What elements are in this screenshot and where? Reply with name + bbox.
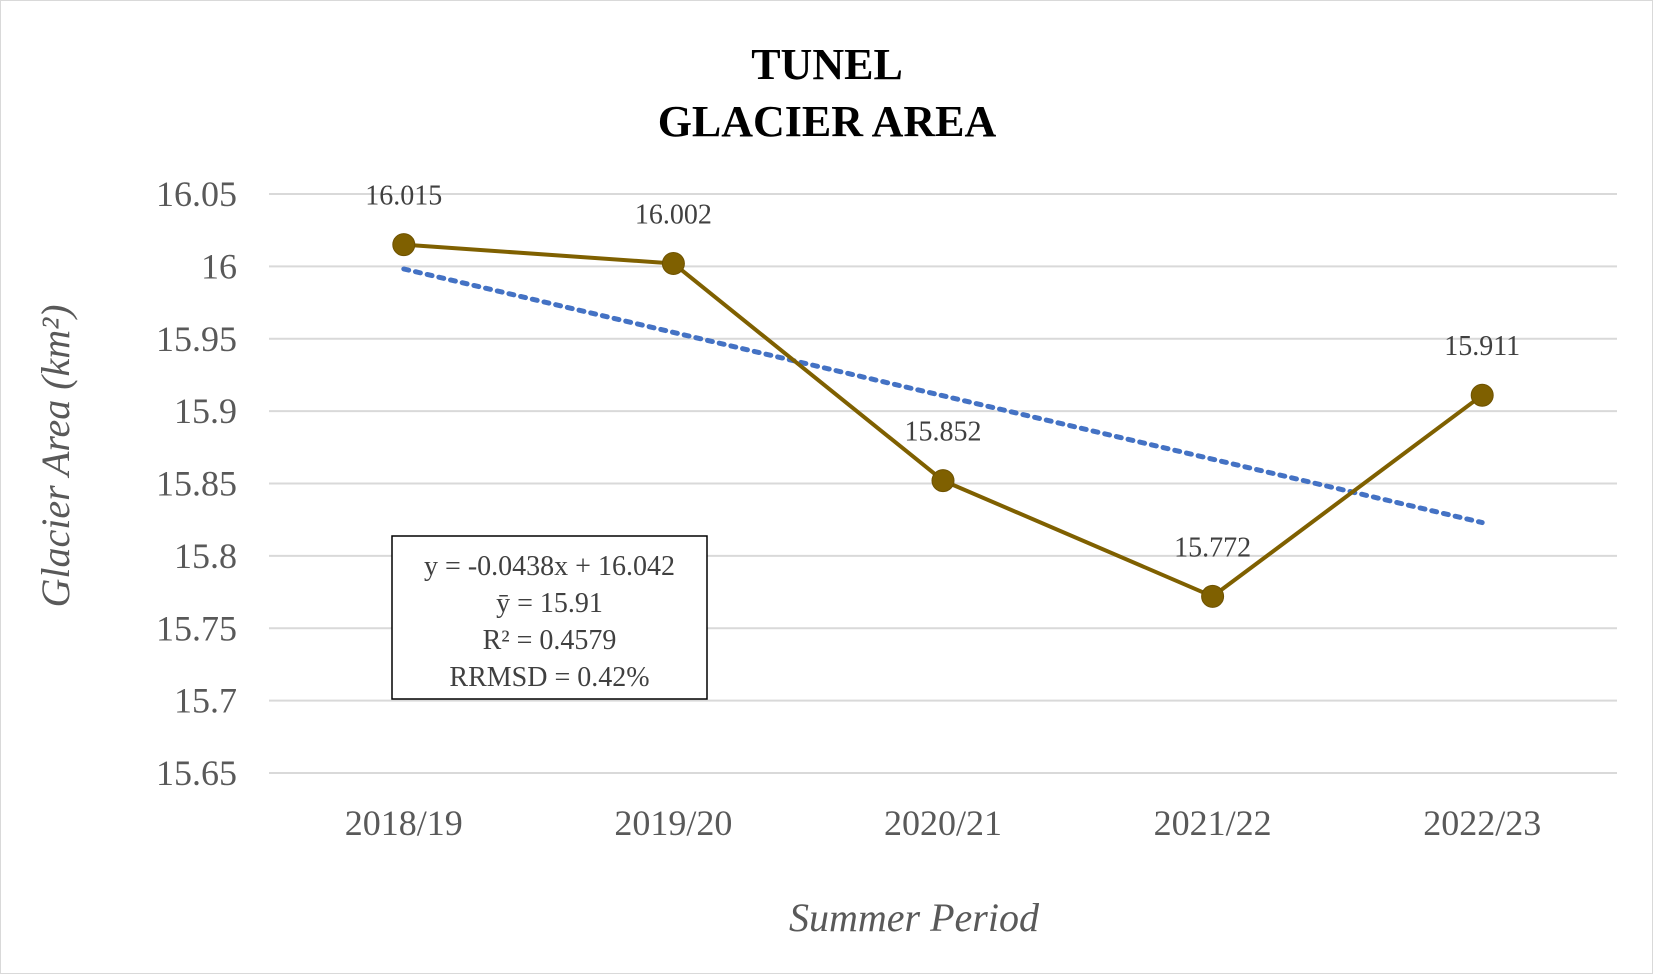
y-tick-label: 15.75 (156, 608, 237, 648)
y-tick-label: 15.95 (156, 319, 237, 359)
regression-line-text: y = -0.0438x + 16.042 (424, 551, 675, 582)
regression-line-text: RRMSD = 0.42% (449, 662, 649, 693)
x-tick-label: 2020/21 (884, 803, 1002, 843)
y-tick-label: 15.9 (174, 391, 237, 431)
regression-line-text: R² = 0.4579 (483, 625, 617, 656)
data-point (392, 233, 416, 257)
data-label: 15.911 (1444, 331, 1520, 362)
data-point (1201, 584, 1225, 608)
chart-title-line-1: TUNEL (751, 40, 903, 89)
data-label: 16.002 (635, 199, 712, 230)
x-tick-labels: 2018/19 2019/20 2020/21 2021/22 2022/23 (345, 803, 1541, 843)
chart-title-line-2: GLACIER AREA (658, 97, 997, 146)
trendline (401, 266, 1485, 526)
data-label: 15.852 (905, 417, 982, 448)
y-tick-label: 15.65 (156, 753, 237, 793)
regression-box-border (391, 535, 708, 700)
x-tick-label: 2018/19 (345, 803, 463, 843)
x-tick-label: 2019/20 (614, 803, 732, 843)
data-labels: 16.015 16.002 15.852 15.772 15.911 (365, 181, 1520, 564)
y-tick-label: 15.8 (174, 536, 237, 576)
data-point (1470, 383, 1494, 407)
y-tick-label: 15.85 (156, 464, 237, 504)
y-tick-label: 16.05 (156, 174, 237, 214)
data-label: 16.015 (365, 181, 442, 212)
y-tick-label: 15.7 (174, 681, 237, 721)
y-tick-label: 16 (201, 246, 237, 286)
x-tick-label: 2022/23 (1423, 803, 1541, 843)
y-tick-labels: 15.65 15.7 15.75 15.8 15.85 15.9 15.95 16 16.05 (156, 174, 237, 793)
data-point (931, 469, 955, 493)
x-tick-label: 2021/22 (1154, 803, 1272, 843)
series-layer (392, 233, 1494, 608)
regression-line-text: ȳ = 15.91 (496, 588, 603, 619)
x-axis-title: Summer Period (789, 895, 1040, 940)
regression-box: y = -0.0438x + 16.042 ȳ = 15.91 R² = 0.457… (391, 535, 708, 700)
data-label: 15.772 (1174, 532, 1251, 563)
y-axis-title: Glacier Area (km²) (33, 304, 78, 607)
trendline-layer (401, 266, 1485, 526)
data-point (661, 251, 685, 275)
